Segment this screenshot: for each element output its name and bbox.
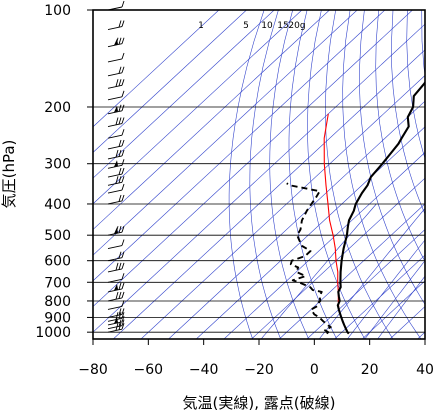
wind-barb <box>107 117 125 127</box>
pressure-grid <box>93 9 425 333</box>
wind-barb <box>107 312 125 322</box>
dry-adiabat <box>325 10 394 339</box>
wind-barb <box>107 176 125 186</box>
isotherm <box>93 10 330 230</box>
isotherm <box>93 10 220 128</box>
mixing-ratio-line <box>347 239 425 339</box>
wind-barb <box>107 52 125 63</box>
dry-adiabat <box>249 10 281 339</box>
y-tick-label: 400 <box>44 197 71 213</box>
isotherm <box>362 280 425 339</box>
wind-barb <box>107 300 125 310</box>
y-tick-label: 900 <box>44 310 71 326</box>
mixing-ratio-label: 10 <box>261 21 273 31</box>
x-axis-title: 気温(実線), 露点(破線) <box>183 394 336 412</box>
wind-barb <box>107 226 125 236</box>
y-tick-label: 700 <box>44 275 71 291</box>
y-tick-label: 100 <box>44 3 71 19</box>
wind-barbs <box>107 0 125 333</box>
dry-adiabat <box>375 10 425 262</box>
isotherm <box>334 254 425 339</box>
wind-barb <box>107 20 125 30</box>
y-tick-label: 1000 <box>35 325 71 341</box>
wind-barb <box>107 37 125 48</box>
wind-barb <box>107 282 125 293</box>
wind-barb <box>107 273 125 283</box>
isotherm <box>93 10 303 205</box>
wind-barb <box>107 90 125 101</box>
isotherm <box>140 75 425 339</box>
mixing-ratio-line <box>318 207 425 339</box>
wind-barb <box>107 104 125 115</box>
dry-adiabat <box>228 10 265 339</box>
wind-barb <box>107 323 125 333</box>
isotherm <box>93 23 425 333</box>
isotherm <box>279 203 425 339</box>
wind-barb <box>107 79 125 89</box>
x-tick-label: −40 <box>189 362 219 378</box>
mixing-ratio-label: 1 <box>198 21 204 31</box>
series-line-solid <box>336 80 425 335</box>
mixing-ratio-label: 20g <box>288 21 305 31</box>
x-tick-label: −80 <box>78 362 108 378</box>
y-tick-label: 200 <box>44 100 71 116</box>
wind-barb <box>107 308 125 318</box>
wind-barb <box>107 149 125 160</box>
isotherm <box>93 10 358 256</box>
background-lines <box>93 10 425 339</box>
wind-barb <box>107 194 125 205</box>
wind-barb <box>107 183 125 194</box>
dry-adiabat <box>307 10 366 339</box>
wind-barb <box>107 159 125 169</box>
y-tick-label: 300 <box>44 157 71 173</box>
isotherm <box>251 177 425 339</box>
dry-adiabat <box>269 10 309 339</box>
isotherm <box>306 229 425 339</box>
wind-barb <box>107 167 125 178</box>
x-axis: −80 −60 −40 −20 0 20 40 <box>78 339 434 378</box>
dry-adiabat <box>342 10 422 339</box>
mixing-ratio-line <box>364 260 425 339</box>
x-tick-label: −60 <box>134 362 164 378</box>
isotherm <box>93 10 413 307</box>
isotherm <box>223 152 425 339</box>
mixing-ratio-label: 15 <box>277 21 288 31</box>
mixing-ratio-labels: 1 5 10 15 20g <box>198 21 305 31</box>
wind-barb <box>107 239 125 249</box>
wind-barb <box>107 139 125 150</box>
wind-barb <box>107 129 125 139</box>
x-tick-label: 0 <box>310 362 319 378</box>
wind-barb <box>107 66 125 77</box>
mixing-ratio-line <box>260 203 377 339</box>
dry-adiabat <box>391 10 425 215</box>
y-axis-title: 気圧(hPa) <box>0 140 18 209</box>
isotherm <box>93 10 247 153</box>
mixing-ratio-label: 5 <box>243 21 249 31</box>
series-line-dashed <box>286 182 332 335</box>
x-tick-label: 40 <box>416 362 434 378</box>
wind-barb <box>107 251 125 262</box>
wind-barb <box>107 262 125 273</box>
series-layer <box>286 80 425 335</box>
mixing-ratio-line <box>377 275 425 339</box>
dry-adiabat <box>288 10 338 339</box>
wind-barb <box>107 291 125 302</box>
isotherm <box>168 100 425 339</box>
isotherm <box>93 10 275 179</box>
y-tick-label: 500 <box>44 228 71 244</box>
y-tick-label: 800 <box>44 294 71 310</box>
x-tick-label: 20 <box>361 362 379 378</box>
x-tick-label: −20 <box>244 362 274 378</box>
isotherm <box>113 49 425 339</box>
dry-adiabat <box>406 10 425 160</box>
isotherm <box>93 10 386 282</box>
y-tick-label: 600 <box>44 254 71 270</box>
